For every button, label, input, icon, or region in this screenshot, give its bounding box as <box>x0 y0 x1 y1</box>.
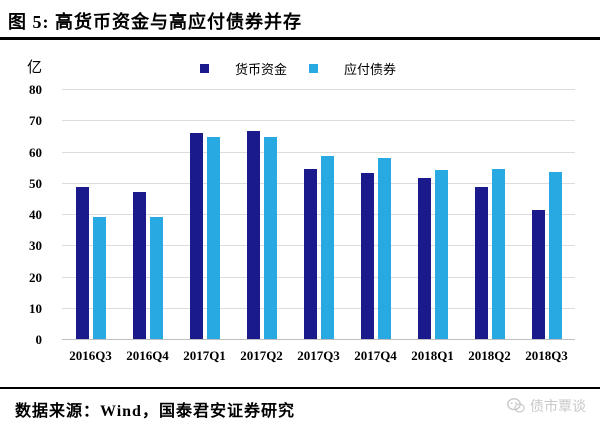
y-axis-unit-label: 亿 <box>27 60 43 76</box>
gridline-50 <box>62 182 575 184</box>
bar-monetary-funds-2017Q3 <box>303 168 317 340</box>
x-axis-labels: 2016Q3 2016Q4 2017Q1 2017Q2 2017Q3 2017Q4 2018… <box>62 348 575 364</box>
x-tick-label-2018Q1: 2018Q1 <box>411 348 454 363</box>
gridline-80 <box>62 89 575 90</box>
legend-label-monetary-funds: 货币资金 <box>235 62 288 77</box>
bar-bonds-payable-2018Q1 <box>434 169 448 340</box>
y-tick-label-30: 30 <box>29 238 42 254</box>
watermark-text: 债市覃谈 <box>530 400 586 415</box>
y-tick-label-80: 80 <box>29 82 42 97</box>
bar-bonds-payable-2017Q4 <box>377 157 391 340</box>
title-divider <box>0 37 600 40</box>
y-tick-label-60: 60 <box>29 144 42 160</box>
x-tick-label-2018Q2: 2018Q2 <box>468 348 511 363</box>
bar-bonds-payable-2017Q1 <box>206 137 220 340</box>
x-tick-label-2017Q1: 2017Q1 <box>183 348 226 363</box>
y-tick-label-10: 10 <box>29 300 42 316</box>
y-axis: 0 10 20 30 40 50 60 70 80 <box>0 82 52 347</box>
bar-bonds-payable-2016Q3 <box>92 216 106 340</box>
bar-monetary-funds-2016Q3 <box>75 187 89 340</box>
bar-group-2016Q3 <box>62 90 119 340</box>
legend-item-bonds-payable: 应付债券 <box>309 59 396 78</box>
y-tick-label-40: 40 <box>29 207 42 222</box>
legend-swatch-monetary-funds-icon <box>200 64 209 73</box>
bar-monetary-funds-2017Q2 <box>246 130 260 340</box>
bar-bonds-payable-2018Q3 <box>548 171 562 340</box>
bar-monetary-funds-2018Q2 <box>474 186 488 340</box>
bar-groups <box>62 90 575 340</box>
y-tick-label-50: 50 <box>29 175 42 191</box>
y-tick-label-0: 0 <box>35 332 43 347</box>
figure-title: 图 5: 高货币资金与高应付债券并存 <box>8 12 302 32</box>
x-axis-line <box>62 339 575 340</box>
gridline-30 <box>62 245 575 247</box>
y-tick-label-70: 70 <box>29 113 42 129</box>
gridline-20 <box>62 276 575 278</box>
data-source-note: 数据来源：Wind，国泰君安证券研究 <box>15 403 295 420</box>
bar-group-2017Q3 <box>290 90 347 340</box>
chart-legend: 货币资金 应付债券 <box>200 59 396 78</box>
bar-monetary-funds-2017Q4 <box>360 173 374 340</box>
x-tick-label-2016Q3: 2016Q3 <box>69 348 112 363</box>
x-tick-label-2018Q3: 2018Q3 <box>525 348 568 363</box>
watermark: 债市覃谈 <box>507 396 586 416</box>
bar-group-2017Q4 <box>347 90 404 340</box>
gridline-40 <box>62 214 575 215</box>
y-tick-label-20: 20 <box>29 269 42 285</box>
legend-label-bonds-payable: 应付债券 <box>344 62 397 77</box>
bar-monetary-funds-2018Q1 <box>417 178 431 340</box>
x-tick-label-2017Q4: 2017Q4 <box>354 348 397 363</box>
gridline-60 <box>62 151 575 153</box>
plot-area <box>62 89 575 340</box>
legend-item-monetary-funds: 货币资金 <box>200 59 287 78</box>
bar-group-2018Q1 <box>404 90 461 340</box>
x-tick-label-2017Q2: 2017Q2 <box>240 348 283 363</box>
x-tick-label-2016Q4: 2016Q4 <box>126 348 169 363</box>
bar-bonds-payable-2018Q2 <box>491 169 505 340</box>
bar-monetary-funds-2016Q4 <box>132 192 146 340</box>
bar-bonds-payable-2017Q2 <box>263 137 277 340</box>
gridline-70 <box>62 120 575 122</box>
bar-bonds-payable-2017Q3 <box>320 155 334 340</box>
wechat-logo-icon <box>507 398 525 414</box>
bar-group-2018Q2 <box>461 90 518 340</box>
bar-bonds-payable-2016Q4 <box>149 216 163 340</box>
x-tick-label-2017Q3: 2017Q3 <box>297 348 340 363</box>
bar-monetary-funds-2017Q1 <box>189 133 203 340</box>
bar-group-2016Q4 <box>119 90 176 340</box>
bar-group-2017Q1 <box>176 90 233 340</box>
legend-swatch-bonds-payable-icon <box>309 64 319 73</box>
gridline-10 <box>62 307 575 309</box>
bar-group-2018Q3 <box>518 90 575 340</box>
bar-monetary-funds-2018Q3 <box>531 210 545 340</box>
footer-divider <box>0 387 600 389</box>
bar-group-2017Q2 <box>233 90 290 340</box>
